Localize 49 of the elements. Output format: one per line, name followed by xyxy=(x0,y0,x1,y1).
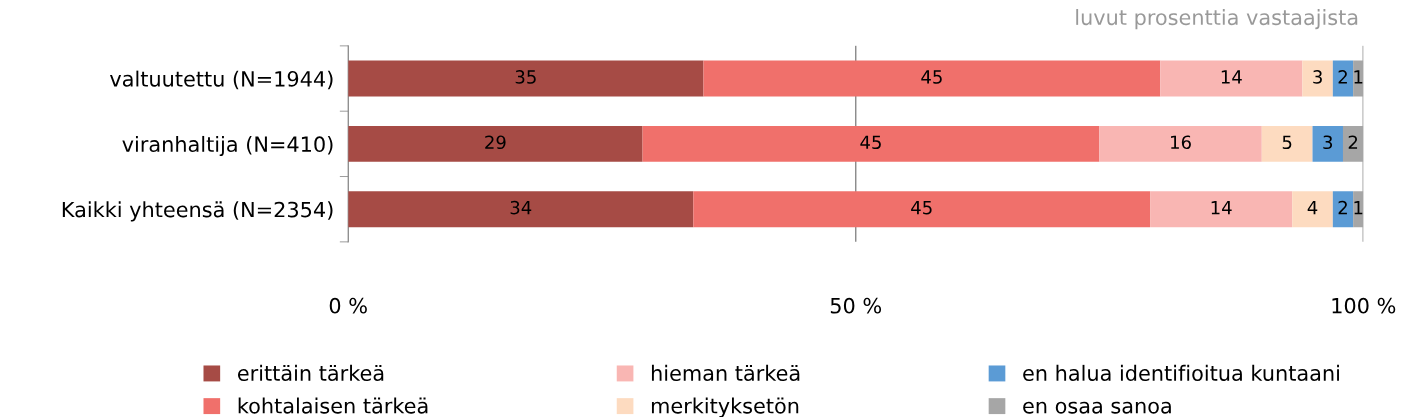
data-label: 2 xyxy=(1338,200,1347,215)
bar xyxy=(1312,125,1343,162)
bar xyxy=(642,125,1100,162)
x-tick-label: 50 % xyxy=(830,297,882,314)
data-label: 16 xyxy=(1171,135,1191,150)
data-label: 29 xyxy=(485,135,506,150)
bar xyxy=(1332,60,1354,97)
legend-label: en halua identifioitua kuntaani xyxy=(1023,364,1339,381)
data-label: 45 xyxy=(921,70,942,84)
bar xyxy=(1150,191,1293,228)
bar xyxy=(348,191,694,228)
data-label: 45 xyxy=(911,201,932,215)
y-tick-label: viranhaltija (N=410) xyxy=(122,135,333,157)
text: luvut prosenttia vastaajista xyxy=(1076,9,1358,30)
bar xyxy=(1261,125,1313,162)
bar xyxy=(693,191,1151,228)
y-tick-label: Kaikki yhteensä (N=2354) xyxy=(62,201,333,222)
x-tick-label: 100 % xyxy=(1332,297,1396,314)
bar xyxy=(1099,125,1262,162)
legend-label: merkityksetön xyxy=(651,397,799,417)
y-tick-label: valtuutettu (N=1944) xyxy=(110,70,333,90)
data-label: 3 xyxy=(1323,135,1333,150)
data-label: 3 xyxy=(1313,70,1322,84)
bar xyxy=(703,60,1161,97)
bar xyxy=(1160,60,1303,97)
bar xyxy=(1353,191,1364,228)
data-label: 1 xyxy=(1354,70,1363,84)
data-label: 45 xyxy=(860,135,881,150)
legend-label: kohtalaisen tärkeä xyxy=(238,397,428,414)
bar xyxy=(1302,60,1333,97)
data-label: 14 xyxy=(1211,201,1232,215)
legend-label: en osaa sanoa xyxy=(1023,401,1171,414)
data-label: 34 xyxy=(510,200,532,215)
data-label: 4 xyxy=(1307,201,1318,215)
legend-label: erittäin tärkeä xyxy=(237,364,384,381)
data-label: 2 xyxy=(1338,70,1347,84)
bar xyxy=(348,60,704,97)
data-label: 2 xyxy=(1348,135,1358,149)
bar xyxy=(1342,125,1364,162)
bar xyxy=(348,125,643,162)
bar xyxy=(1332,191,1354,228)
legend-label: hieman tärkeä xyxy=(651,364,800,381)
data-label: 5 xyxy=(1282,135,1292,150)
bar xyxy=(1353,60,1364,97)
x-tick-label: 0 % xyxy=(329,297,367,314)
bar xyxy=(1292,191,1333,228)
data-label: 1 xyxy=(1354,201,1363,215)
data-label: 35 xyxy=(515,70,536,84)
data-label: 14 xyxy=(1221,70,1242,84)
